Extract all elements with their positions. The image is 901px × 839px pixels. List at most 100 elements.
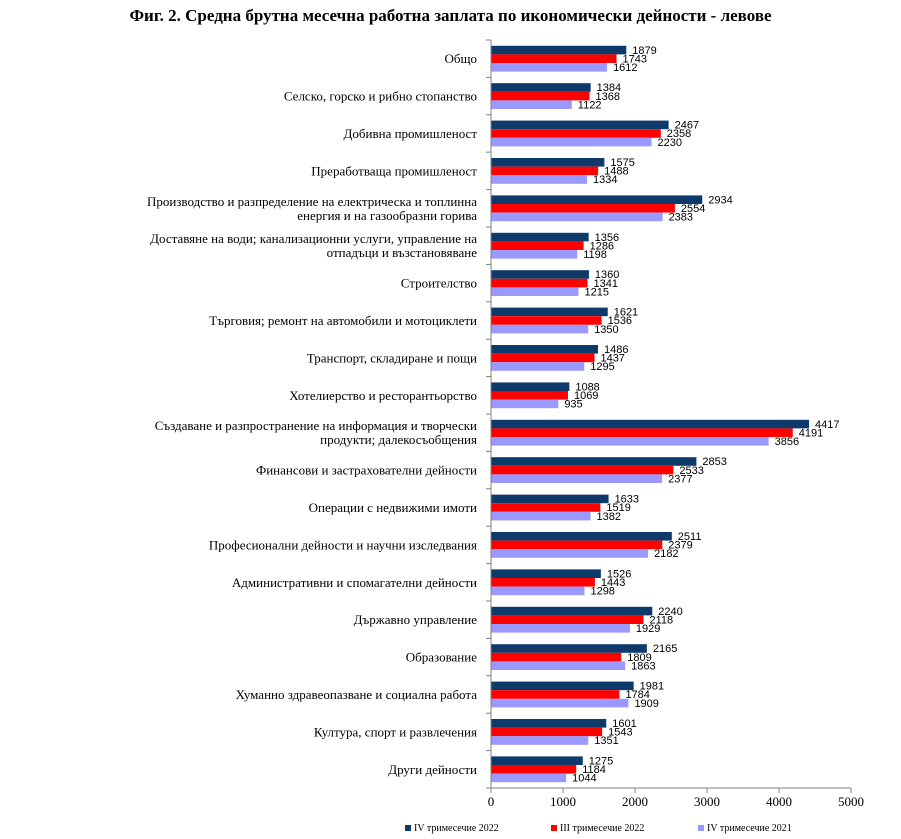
bar-value-label: 1356 bbox=[595, 232, 619, 244]
bar-value-label: 1809 bbox=[627, 652, 651, 664]
bar-value-label: 2853 bbox=[702, 456, 726, 468]
bar bbox=[491, 437, 769, 446]
bar bbox=[491, 129, 661, 138]
category-label: Хотелиерство и ресторантьорство bbox=[289, 388, 477, 403]
category-label: Държавно управление bbox=[354, 612, 478, 627]
category-label: Образование bbox=[406, 650, 477, 665]
bar-value-label: 4417 bbox=[815, 419, 839, 431]
category-label: Създаване и разпространение на информаци… bbox=[155, 418, 477, 447]
bar bbox=[491, 362, 585, 371]
bar-value-label: 1526 bbox=[607, 568, 631, 580]
category-label: Строителство bbox=[401, 276, 477, 291]
legend-label: III тримесечие 2022 bbox=[560, 823, 644, 834]
bar bbox=[491, 419, 810, 429]
bar-value-label: 1368 bbox=[595, 91, 619, 103]
bar bbox=[491, 175, 588, 184]
category-label: Доставяне на води; канализационни услуги… bbox=[150, 231, 477, 260]
category-label: Хуманно здравеопазване и социална работа bbox=[236, 687, 478, 702]
bar bbox=[491, 166, 599, 176]
bar bbox=[491, 690, 620, 699]
x-tick-label: 0 bbox=[488, 794, 495, 809]
x-axis-ticks: 0 1000 2000 3000 4000 5000 bbox=[488, 788, 864, 809]
x-tick-label: 4000 bbox=[766, 794, 792, 809]
bar-value-label: 1275 bbox=[589, 755, 613, 767]
bar-value-label: 2533 bbox=[679, 465, 703, 477]
bar-value-label: 935 bbox=[564, 399, 582, 411]
bar bbox=[491, 624, 630, 633]
bar-value-label: 1909 bbox=[634, 698, 658, 710]
bar bbox=[491, 232, 589, 242]
bar-value-label: 1341 bbox=[594, 278, 618, 290]
bar-value-label: 1215 bbox=[584, 286, 608, 298]
bar-value-label: 1488 bbox=[604, 166, 628, 178]
bar bbox=[491, 756, 583, 765]
legend-label: IV тримесечие 2021 bbox=[707, 823, 792, 834]
bar-value-label: 2511 bbox=[678, 531, 702, 543]
bar bbox=[491, 615, 644, 624]
bar-value-label: 2230 bbox=[658, 137, 682, 149]
bar-value-label: 1601 bbox=[612, 718, 636, 730]
bar-value-label: 1382 bbox=[597, 511, 621, 523]
bar bbox=[491, 324, 589, 334]
bar bbox=[491, 83, 591, 92]
bar-value-label: 1543 bbox=[608, 727, 632, 739]
bar bbox=[491, 307, 608, 317]
bar bbox=[491, 287, 579, 296]
legend-swatch bbox=[698, 825, 704, 831]
bar bbox=[491, 391, 568, 400]
bar bbox=[491, 652, 622, 662]
bar bbox=[491, 727, 603, 737]
category-label: Култура, спорт и развлечения bbox=[314, 724, 477, 739]
bar-value-label: 2165 bbox=[653, 643, 677, 655]
bar bbox=[491, 465, 674, 475]
bar-value-label: 1784 bbox=[625, 689, 649, 701]
legend-label: IV тримесечие 2022 bbox=[414, 823, 499, 834]
bar-value-label: 1575 bbox=[610, 157, 634, 169]
bar-value-label: 1621 bbox=[614, 307, 638, 319]
bar-value-label: 2379 bbox=[668, 540, 692, 552]
bar-value-label: 1334 bbox=[593, 174, 617, 186]
bar-value-label: 1351 bbox=[594, 735, 618, 747]
bar-value-label: 1088 bbox=[575, 381, 599, 393]
bar bbox=[491, 54, 617, 63]
bar-value-label: 1437 bbox=[600, 353, 624, 365]
bar bbox=[491, 540, 663, 550]
bar bbox=[491, 532, 672, 541]
bar bbox=[491, 503, 601, 512]
bar-value-label: 1184 bbox=[582, 764, 606, 776]
bar bbox=[491, 765, 577, 774]
legend-swatch bbox=[551, 825, 557, 831]
bar bbox=[491, 511, 591, 521]
bar-value-label: 2383 bbox=[669, 212, 693, 224]
bar bbox=[491, 773, 567, 783]
bar-value-label: 2377 bbox=[668, 473, 692, 485]
bar bbox=[491, 45, 627, 55]
category-label: Административни и спомагателни дейности bbox=[232, 575, 477, 590]
bar-value-label: 1981 bbox=[640, 681, 664, 693]
bar bbox=[491, 644, 647, 653]
bar-value-label: 2118 bbox=[649, 614, 673, 626]
bar bbox=[491, 212, 663, 222]
category-label: Селско, горско и рибно стопанство bbox=[284, 89, 477, 104]
bar bbox=[491, 698, 629, 708]
axes bbox=[486, 39, 851, 789]
bar-value-label: 1863 bbox=[631, 660, 655, 672]
x-tick-label: 2000 bbox=[622, 794, 648, 809]
bar-value-label: 1198 bbox=[583, 249, 607, 261]
bar bbox=[491, 316, 602, 325]
category-label: Общо bbox=[444, 51, 477, 66]
category-label: Производство и разпределение на електрич… bbox=[147, 194, 477, 223]
bar-value-label: 1286 bbox=[590, 240, 614, 252]
bar bbox=[491, 137, 652, 147]
bar bbox=[491, 63, 608, 72]
bar bbox=[491, 250, 578, 259]
bar-value-label: 2182 bbox=[654, 548, 678, 560]
bar-value-label: 1384 bbox=[597, 82, 621, 94]
bar bbox=[491, 270, 589, 279]
bar-value-label: 2934 bbox=[708, 194, 732, 206]
bar bbox=[491, 736, 589, 745]
bar-value-label: 1122 bbox=[578, 99, 602, 111]
bar bbox=[491, 457, 697, 466]
bar-value-label: 1743 bbox=[622, 53, 646, 65]
bar-value-label: 1069 bbox=[574, 390, 598, 402]
